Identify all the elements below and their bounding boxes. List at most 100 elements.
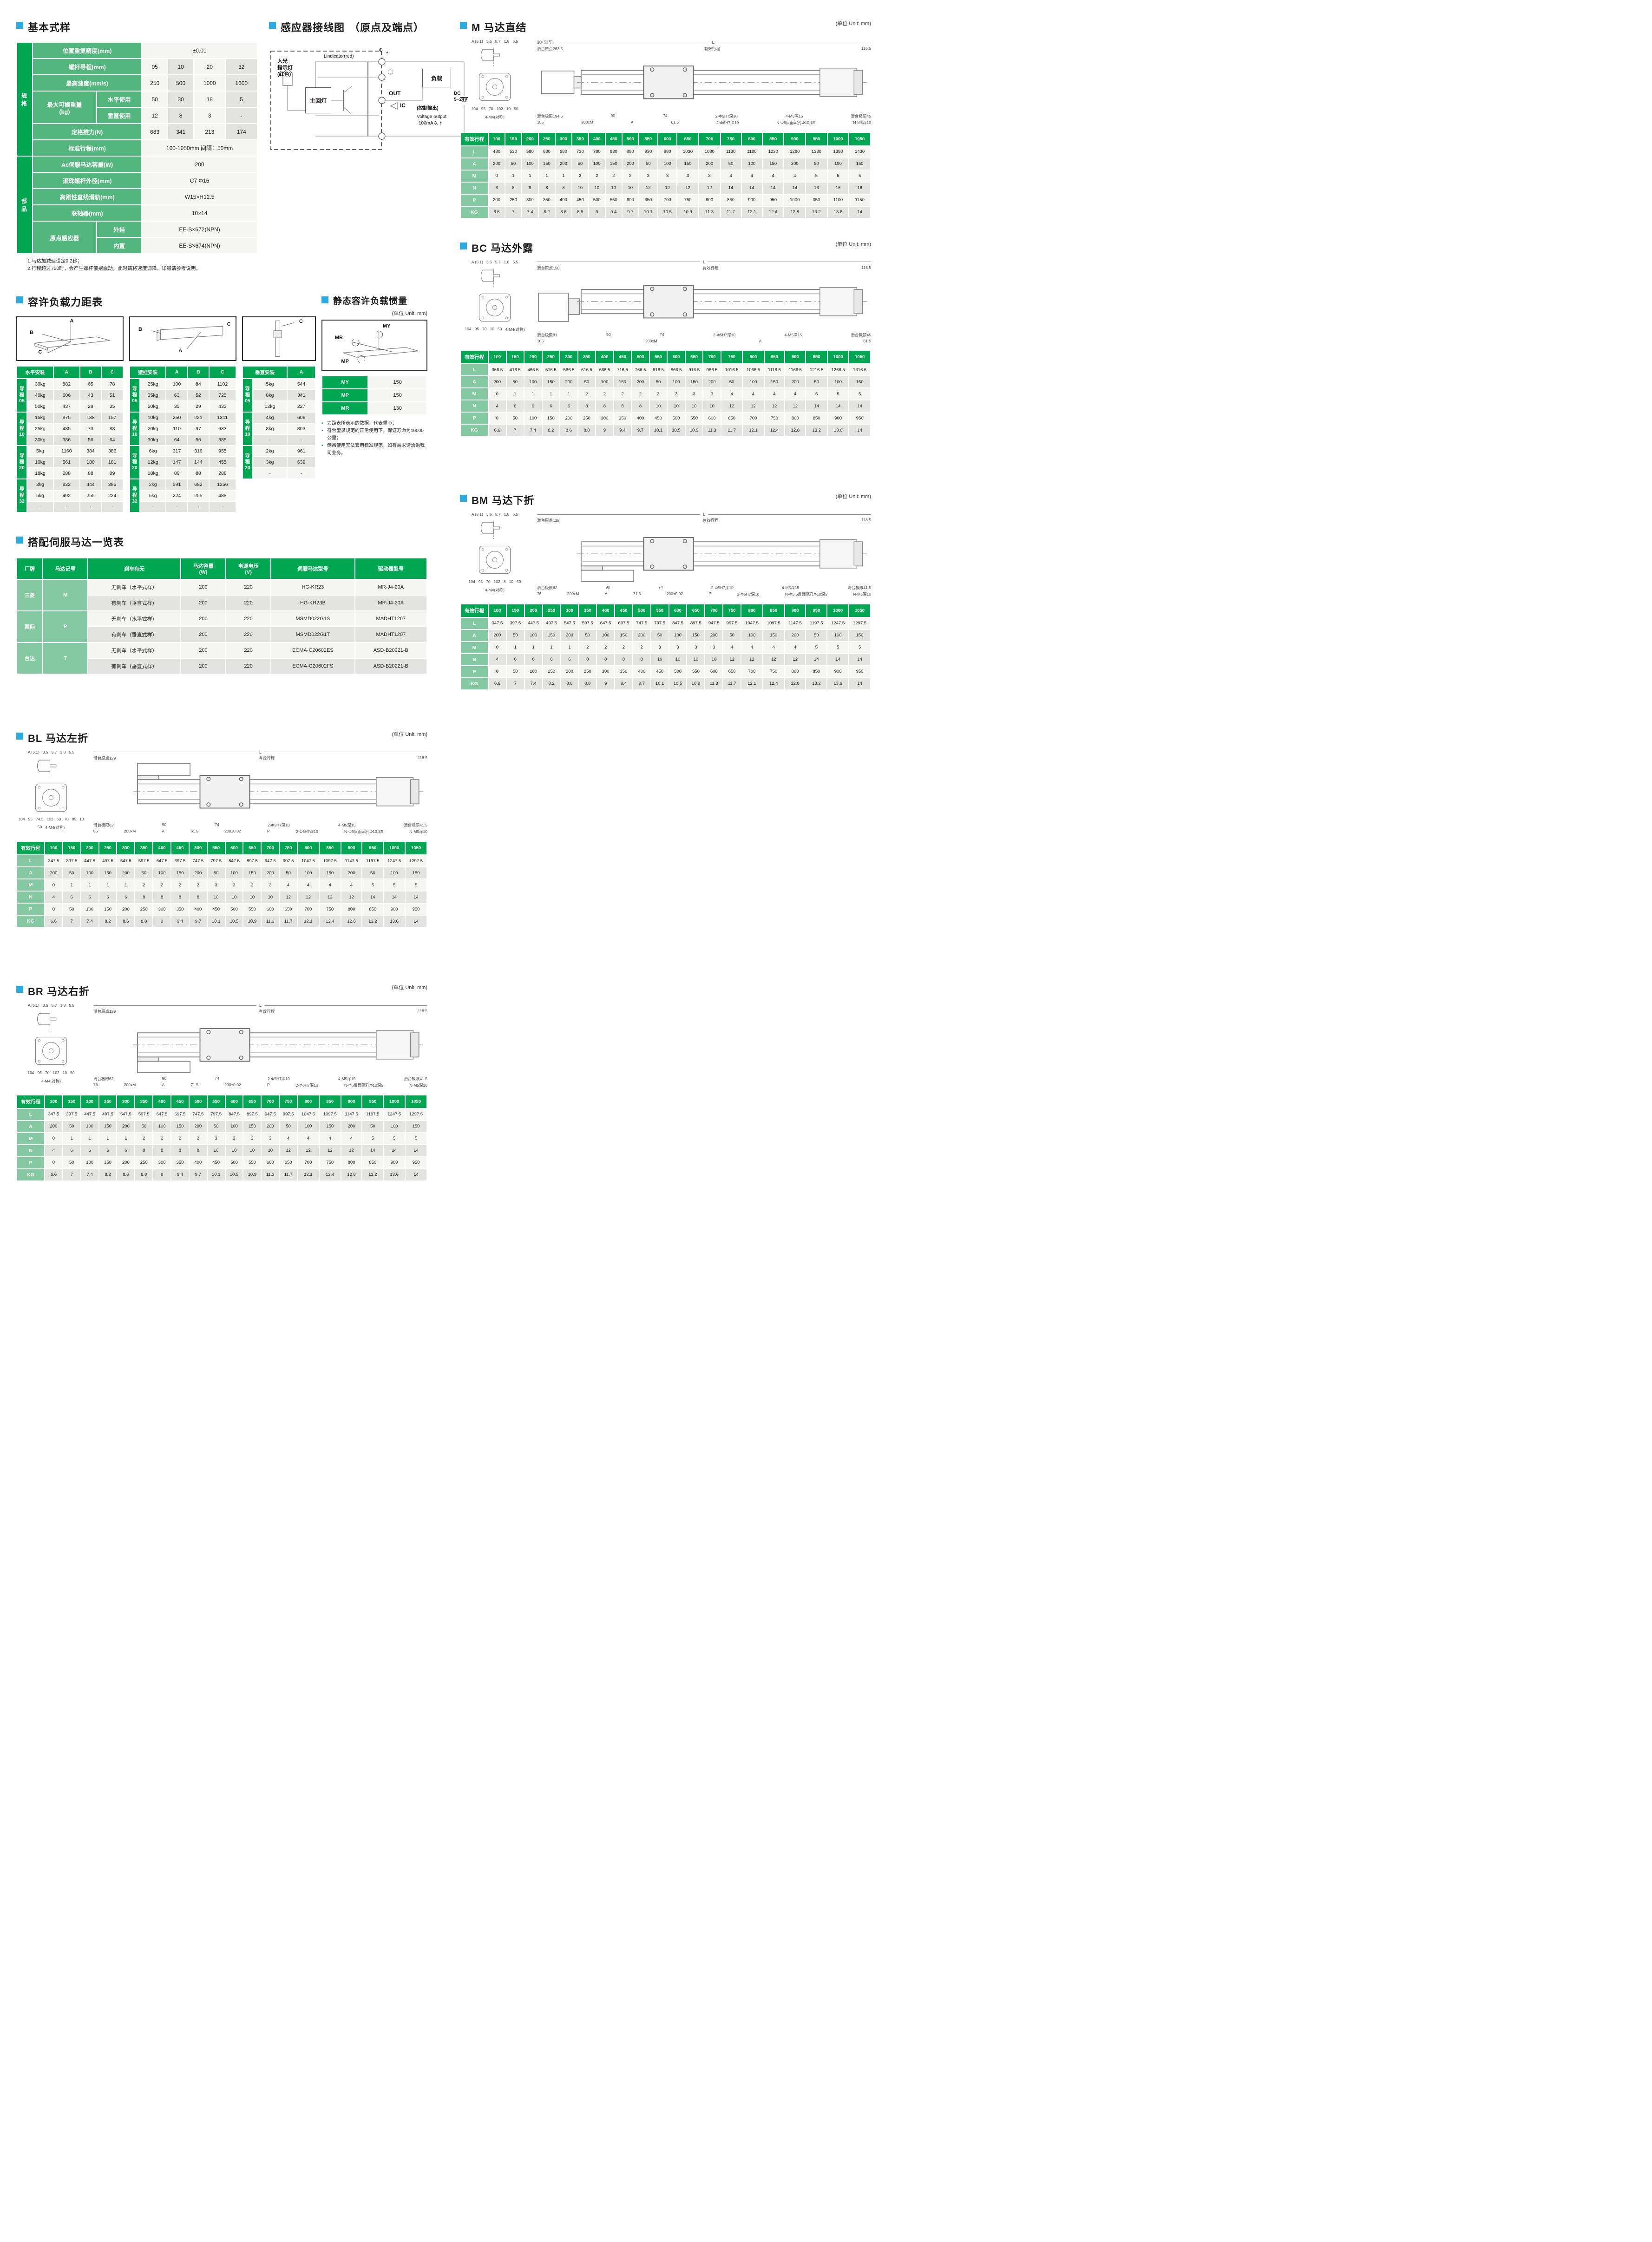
stroke-cell: 6.6	[488, 677, 507, 690]
stroke-cell: 1147.5	[784, 616, 806, 630]
stroke-cell: 3	[704, 641, 724, 654]
stroke-cell: 6	[559, 400, 578, 413]
stroke-cell: 747.5	[188, 854, 208, 867]
stroke-cell: 10	[704, 653, 724, 666]
moment-cell: 63	[165, 389, 188, 401]
stroke-cell: 366.5	[488, 363, 507, 376]
section-basic-spec: 基本式样 规 格位置重复精度(mm) ±0.01 螺杆导程(mm) 05 10 20 32 最…	[16, 20, 258, 273]
dim-label: 1.8	[504, 259, 510, 264]
stroke-col-header: 850	[761, 131, 785, 146]
spec-value: 18	[193, 91, 226, 108]
stroke-cell: 50	[638, 157, 659, 170]
moment-cell: 1160	[53, 445, 80, 457]
moment-cell: 455	[209, 456, 236, 468]
stroke-cell: 3	[684, 387, 704, 400]
stroke-row: A 200 50 100 150 200 50 100 150 200 50 100 150 200 50 1…	[16, 1120, 427, 1133]
moment-cell: 341	[287, 389, 316, 401]
dim-label: 70	[489, 106, 493, 111]
stroke-cell: 8	[504, 181, 522, 195]
stroke-col-header: 900	[340, 1094, 363, 1109]
stroke-cell: 4	[297, 878, 320, 892]
servo-row: 有刹车（垂直式样） 200 220 MSMD022G1T MADHT1207	[17, 626, 428, 643]
dim-label: 2-Φ6H7深10	[295, 829, 318, 834]
dim-label: 滑台极限62	[93, 823, 114, 827]
stroke-col-header: 1000	[826, 603, 850, 618]
stroke-cell: 250	[134, 1156, 154, 1169]
dim-label: 2-Φ6H7深10	[716, 120, 739, 125]
stroke-cell: 10	[686, 653, 706, 666]
stroke-col-header: 450	[614, 603, 633, 618]
feature-dims: 滑台极限62 90 74 2-Φ5H7深10 4-M5深15 滑台极限41.5	[93, 1076, 427, 1082]
dim-label: 2-Φ5H7深10	[267, 823, 290, 827]
spec-row: 滚珠螺杆外径(mm) C7 Φ16	[17, 172, 258, 189]
moment-cell: 250	[165, 411, 188, 424]
moment-cell: 288	[53, 467, 80, 479]
stroke-cell: 1	[80, 1132, 99, 1145]
stroke-row-label: A	[460, 629, 489, 642]
dim-label: 102	[52, 1070, 59, 1075]
moment-cell: 18kg	[139, 467, 167, 479]
servo-cell: 220	[225, 578, 272, 596]
stroke-cell: 100	[742, 375, 765, 388]
moment-cell: 437	[53, 400, 80, 413]
stroke-cell: 3	[650, 641, 669, 654]
spec-row: 最大可搬重量 (kg) 水平使用 50 30 18 5	[17, 91, 258, 124]
stroke-cell: 1047.5	[297, 854, 320, 867]
servo-row: 三菱 M 无刹车（水平式样） 200 220 HG-KR23 MR-J4-20A	[16, 578, 428, 611]
servo-col-header: 驱动器型号	[354, 557, 428, 580]
ic-label: IC	[400, 102, 406, 109]
moment-col-header: C	[209, 365, 236, 379]
stroke-cell: 50	[206, 1120, 226, 1133]
stroke-cell: 50	[505, 629, 525, 642]
stroke-cell: 12	[722, 653, 742, 666]
stroke-cell: 12	[763, 400, 786, 413]
stroke-cell: 150	[684, 375, 704, 388]
section-bullet-icon	[460, 242, 467, 249]
dim-label: 200±0.02	[224, 1082, 241, 1087]
stroke-cell: 4	[44, 891, 63, 904]
stroke-cell: 10	[588, 181, 606, 195]
motor-code-cell: P	[42, 610, 89, 643]
stroke-cell: 1080	[698, 145, 721, 158]
stroke-cell: 650	[720, 412, 743, 425]
servo-title: 搭配伺服马达一览表	[16, 534, 427, 549]
stroke-cell: 200	[340, 1120, 363, 1133]
stroke-cell: 1030	[676, 145, 699, 158]
dim-label: 滑台极限194.5	[537, 113, 563, 118]
diagram-letter: C	[299, 319, 303, 325]
stroke-cell: 0	[488, 169, 505, 183]
stroke-cell: 2	[571, 169, 589, 183]
stroke-cell: 3	[224, 1132, 244, 1145]
lead-pitch-label: 导 程 32	[129, 478, 140, 513]
stroke-dims: 滑台原点129 有效行程 118.5	[93, 755, 427, 761]
stroke-cell: 10	[649, 400, 668, 413]
basic-spec-title: 基本式样	[16, 20, 258, 34]
stroke-cell: 300	[596, 665, 616, 678]
static-note-line: 力距表所表示的数据，代表重心；	[321, 420, 427, 427]
moment-cell: 64	[101, 433, 124, 446]
stroke-cell: 100	[741, 157, 763, 170]
dim-label: A (5:1)	[471, 39, 483, 44]
moment-cell: 84	[187, 378, 210, 390]
stroke-cell: 9	[152, 1168, 172, 1181]
dim-label: 10	[509, 579, 514, 584]
static-load-notes: 力距表所表示的数据，代表重心；符合型录规范的正常使用下，保证寿命为10000公里…	[321, 420, 427, 457]
stroke-row-label: A	[16, 1120, 45, 1133]
stroke-cell: 3	[676, 169, 699, 183]
stroke-cell: 50	[62, 866, 81, 879]
stroke-cell: 100	[668, 629, 688, 642]
dim-label: 有效行程	[704, 46, 720, 51]
dim-label: 105	[537, 339, 544, 343]
dim-label: N-Φ6反面沉孔Φ10深5	[344, 1082, 383, 1088]
stroke-cell: 12	[638, 181, 659, 195]
stroke-cell: 13.2	[361, 1168, 384, 1181]
stroke-cell: 200	[488, 157, 505, 170]
moment-cell: 43	[79, 389, 102, 401]
stroke-cell: 10	[224, 1144, 244, 1157]
stroke-header-label: 有效行程	[460, 350, 489, 364]
stroke-cell: 7.4	[524, 677, 543, 690]
moment-cell: 255	[79, 489, 102, 502]
stroke-cell: 897.5	[686, 616, 706, 630]
stroke-cell: 50	[571, 157, 589, 170]
stroke-cell: 10	[684, 400, 704, 413]
